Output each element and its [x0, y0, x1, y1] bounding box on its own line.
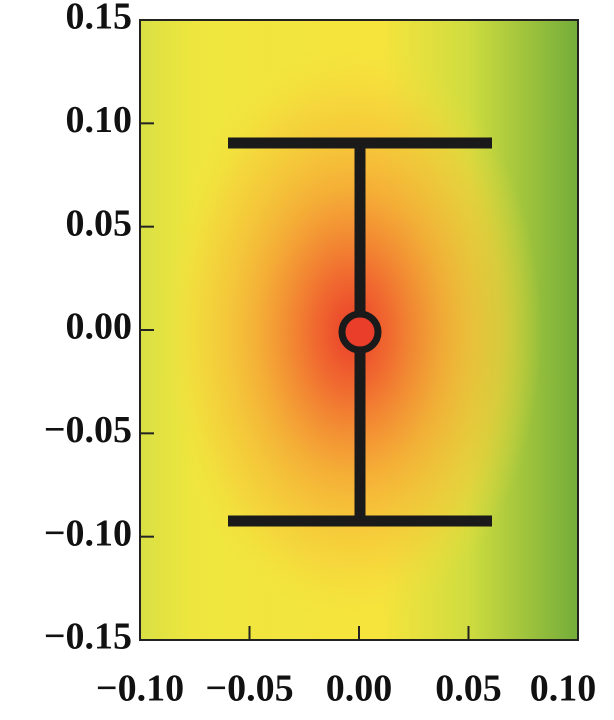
y-tick-label: 0.10 — [66, 99, 133, 141]
y-tick-label: −0.15 — [44, 616, 132, 658]
y-tick-label: −0.10 — [44, 512, 132, 554]
y-tick-label: −0.05 — [44, 409, 132, 451]
y-tick-label: 0.05 — [66, 202, 133, 244]
y-tick-label: 0.15 — [66, 0, 133, 38]
x-tick-label: −0.10 — [96, 668, 184, 710]
y-tick-label: 0.00 — [66, 306, 133, 348]
x-tick-label: 0.05 — [435, 668, 502, 710]
plot-area — [139, 19, 579, 641]
center-marker — [338, 310, 382, 354]
x-tick-label: 0.00 — [326, 668, 393, 710]
i-beam — [228, 137, 492, 527]
x-tick-label: 0.10 — [530, 668, 597, 710]
x-tick-label: −0.05 — [205, 668, 293, 710]
